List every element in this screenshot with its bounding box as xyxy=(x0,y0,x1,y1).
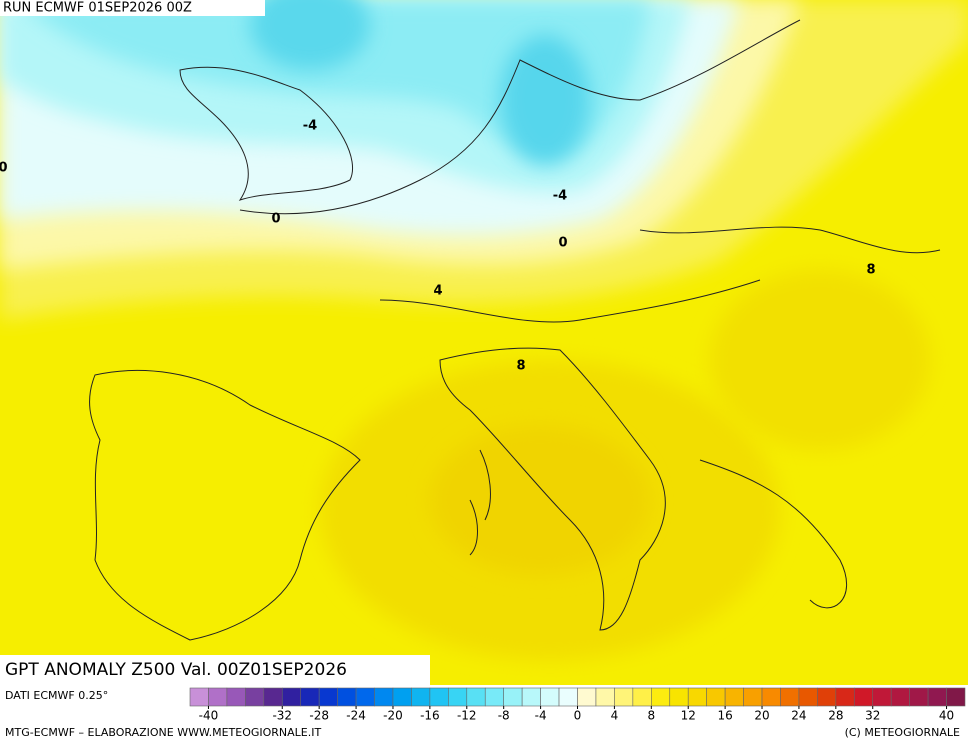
colorbar-swatch xyxy=(687,687,707,707)
coastline xyxy=(469,449,847,609)
colorbar-swatch xyxy=(706,687,726,707)
run-label: RUN ECMWF 01SEP2026 00Z xyxy=(3,1,192,16)
colorbar-swatch xyxy=(558,687,578,707)
colorbar-tick-label: 24 xyxy=(791,709,806,723)
colorbar-tick-label: -40 xyxy=(199,709,219,723)
contour-label: 0 xyxy=(0,161,8,176)
colorbar-tick-label: 32 xyxy=(865,709,880,723)
colorbar-swatch xyxy=(614,687,634,707)
colorbar-swatch xyxy=(263,687,283,707)
colorbar-tick-label: -32 xyxy=(272,709,292,723)
colorbar-tick-label: 40 xyxy=(939,709,954,723)
colorbar-swatch xyxy=(798,687,818,707)
colorbar-swatch xyxy=(245,687,265,707)
colorbar-tick-label: 0 xyxy=(574,709,582,723)
colorbar-swatch xyxy=(540,687,560,707)
map-title: GPT ANOMALY Z500 Val. 00Z01SEP2026 xyxy=(5,660,347,680)
coastline xyxy=(179,66,354,201)
colorbar-tick-label: -16 xyxy=(420,709,440,723)
colorbar-swatch xyxy=(632,687,652,707)
colorbar-tick-label: -28 xyxy=(309,709,329,723)
colorbar-swatch xyxy=(226,687,246,707)
colorbar-swatch xyxy=(189,687,209,707)
colorbar-swatch xyxy=(411,687,431,707)
colorbar-tick-label: -12 xyxy=(457,709,477,723)
colorbar-tick-label: 28 xyxy=(828,709,843,723)
colorbar-swatch xyxy=(909,687,929,707)
coastline xyxy=(89,369,361,641)
contour-label: 4 xyxy=(433,284,442,299)
footer-right: (C) METEOGIORNALE xyxy=(845,726,960,739)
colorbar-tick-label: -8 xyxy=(498,709,510,723)
colorbar-swatch xyxy=(208,687,228,707)
contour-label: 8 xyxy=(516,359,525,374)
colorbar-swatch xyxy=(503,687,523,707)
colorbar-tick-label: 20 xyxy=(754,709,769,723)
contour-label: 0 xyxy=(558,236,567,251)
colorbar-tick-label: 16 xyxy=(717,709,732,723)
colorbar-swatch xyxy=(429,687,449,707)
colorbar-swatch xyxy=(300,687,320,707)
colorbar-tick-label: -20 xyxy=(383,709,403,723)
colorbar-swatch xyxy=(448,687,468,707)
title-box xyxy=(0,655,430,685)
anomaly-field: -4 -4 0 0 0 4 8 8 xyxy=(0,0,968,685)
colorbar-swatch xyxy=(392,687,412,707)
footer-left: MTG-ECMWF – ELABORAZIONE WWW.METEOGIORNA… xyxy=(5,726,321,739)
colorbar-tick-label: 4 xyxy=(611,709,619,723)
colorbar-swatch xyxy=(853,687,874,707)
colorbar-swatch xyxy=(761,687,781,707)
header-box xyxy=(0,0,265,16)
colorbar-swatch xyxy=(595,687,615,707)
colorbar: -40 -32 -28 -24 -20 -16 -12 -8 -4 0 4 8 12 16 20 24 28 32… xyxy=(189,687,966,723)
contour-label: 0 xyxy=(271,212,280,227)
colorbar-tick-label: -24 xyxy=(346,709,366,723)
colorbar-swatch xyxy=(927,687,947,707)
colorbar-swatch xyxy=(743,687,763,707)
colorbar-tick-label: 12 xyxy=(681,709,696,723)
colorbar-tick-label: 8 xyxy=(647,709,655,723)
colorbar-swatch xyxy=(318,687,338,707)
colorbar-swatch xyxy=(484,687,504,707)
colorbar-swatch xyxy=(651,687,671,707)
colorbar-swatch xyxy=(780,687,800,707)
contour-label: 8 xyxy=(866,263,875,278)
contour-labels: -4 -4 0 0 0 4 8 8 xyxy=(0,119,876,374)
colorbar-swatch xyxy=(466,687,486,707)
colorbar-swatch xyxy=(890,687,910,707)
colorbar-swatch xyxy=(835,687,855,707)
contour-label: -4 xyxy=(553,189,567,204)
colorbar-swatch xyxy=(374,687,394,707)
coastline xyxy=(439,347,666,631)
coastline xyxy=(239,19,801,215)
colorbar-swatch xyxy=(872,687,892,707)
colorbar-swatch xyxy=(355,687,375,707)
colorbar-swatch xyxy=(817,687,837,707)
colorbar-swatch xyxy=(724,687,744,707)
colorbar-swatch xyxy=(669,687,689,707)
coastline xyxy=(379,226,941,323)
colorbar-swatch xyxy=(577,687,597,707)
colorbar-swatch xyxy=(337,687,357,707)
colorbar-swatch xyxy=(521,687,541,707)
colorbar-swatch xyxy=(946,687,966,707)
source-label: DATI ECMWF 0.25° xyxy=(5,689,108,702)
colorbar-swatch xyxy=(281,687,302,707)
colorbar-tick-label: -4 xyxy=(535,709,547,723)
contour-label: -4 xyxy=(303,119,317,134)
